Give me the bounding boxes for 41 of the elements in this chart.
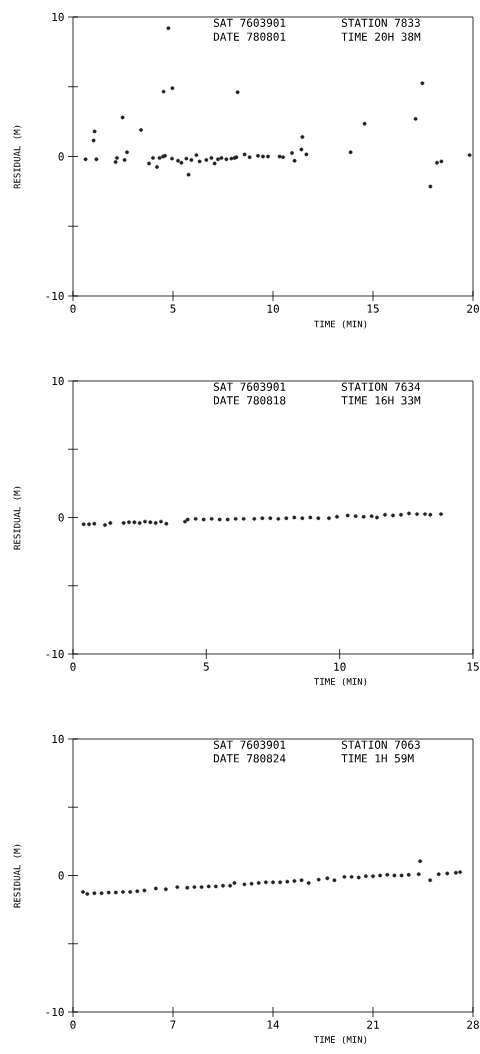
y-axis-title: RESIDUAL (M) [13,125,22,189]
x-axis-title: TIME (MIN) [314,320,367,329]
y-axis-title: RESIDUAL (M) [13,486,22,550]
x-tick-label: 14 [267,1020,280,1029]
y-tick-label: 0 [58,513,64,522]
x-tick-label: 10 [334,662,346,671]
x-tick-label: 15 [367,304,379,313]
x-axis-title: TIME (MIN) [314,677,367,687]
y-tick-label: -10 [46,291,64,301]
x-tick-label: 20 [467,304,479,313]
x-tick-label: 0 [70,662,76,671]
y-tick-label: 0 [58,871,64,880]
annotation: SAT 7603901 [213,382,286,391]
y-tick-label: 10 [52,734,64,744]
x-tick-label: 21 [367,1020,379,1029]
annotation: TIME 20H 38M [341,32,421,41]
x-tick-label: 0 [70,1020,76,1029]
x-tick-label: 10 [267,304,279,313]
annotation: STATION 7634 [341,382,421,391]
x-tick-label: 5 [203,662,209,671]
x-tick-label: 0 [70,304,76,313]
y-tick-label: -10 [46,649,64,659]
x-tick-label: 28 [467,1020,479,1029]
y-axis-title: RESIDUAL (M) [13,844,22,908]
annotation: SAT 7603901 [213,18,286,27]
annotation: SAT 7603901 [213,740,286,749]
annotation: DATE 780824 [213,754,286,763]
x-tick-label: 7 [170,1020,176,1029]
annotation: DATE 780818 [213,396,286,405]
annotation: DATE 780801 [213,32,286,41]
x-axis-title: TIME (MIN) [314,1035,367,1045]
annotation: TIME 16H 33M [341,396,421,405]
annotation: STATION 7063 [341,740,420,749]
y-tick-label: 10 [52,376,64,386]
annotation: TIME 1H 59M [341,754,414,763]
x-tick-label: 15 [467,662,479,671]
x-tick-label: 5 [170,304,176,313]
y-tick-label: 0 [58,152,64,161]
y-tick-label: -10 [46,1007,64,1017]
y-tick-label: 10 [52,12,64,22]
annotation: STATION 7833 [341,18,420,27]
